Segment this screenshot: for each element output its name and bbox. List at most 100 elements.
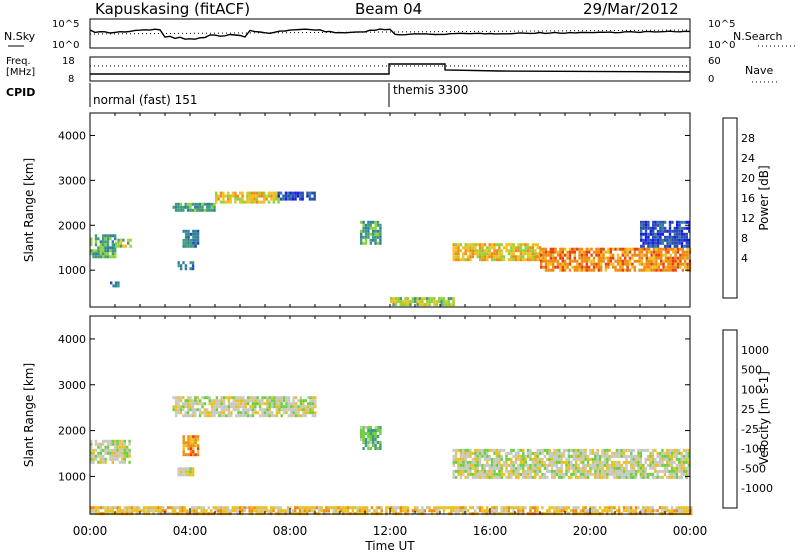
- data-cell: [177, 408, 180, 412]
- data-cell: [612, 247, 615, 251]
- data-cell: [292, 411, 295, 415]
- data-cell: [486, 252, 489, 256]
- data-cell: [543, 475, 547, 479]
- data-cell: [309, 402, 312, 406]
- data-cell: [97, 454, 100, 458]
- data-cell: [106, 442, 110, 446]
- data-cell: [572, 454, 575, 458]
- data-cell: [486, 463, 489, 467]
- data-cell: [678, 466, 681, 470]
- data-cell: [678, 223, 681, 227]
- data-cell: [671, 238, 674, 242]
- data-cell: [597, 259, 600, 263]
- data-cell: [652, 220, 655, 224]
- data-cell: [645, 256, 648, 260]
- data-cell: [656, 244, 660, 248]
- data-cell: [603, 457, 607, 461]
- data-cell: [550, 466, 554, 470]
- data-cell: [622, 448, 626, 452]
- data-cell: [97, 445, 100, 449]
- data-cell: [606, 506, 609, 510]
- data-cell: [552, 259, 555, 263]
- data-cell: [127, 241, 130, 245]
- data-cell: [606, 460, 609, 464]
- data-cell: [282, 408, 286, 412]
- data-cell: [495, 457, 499, 461]
- data-cell: [638, 256, 641, 260]
- data-cell: [495, 243, 499, 247]
- data-cell: [268, 405, 271, 409]
- data-cell: [442, 506, 446, 510]
- data-cell: [642, 241, 645, 245]
- data-cell: [493, 472, 496, 476]
- data-cell: [217, 509, 220, 513]
- data-cell: [490, 448, 494, 452]
- data-cell: [542, 253, 545, 257]
- data-cell: [196, 402, 199, 406]
- data-cell: [248, 200, 251, 204]
- data-cell: [510, 469, 513, 473]
- data-cell: [291, 197, 295, 201]
- data-cell: [580, 268, 584, 272]
- data-cell: [654, 463, 657, 467]
- data-cell: [529, 246, 532, 250]
- data-cell: [367, 223, 370, 227]
- data-cell: [268, 414, 271, 418]
- data-cell: [651, 463, 655, 467]
- data-cell: [654, 448, 657, 452]
- data-cell: [313, 197, 316, 201]
- data-cell: [607, 265, 610, 269]
- data-cell: [109, 454, 112, 458]
- data-cell: [671, 241, 674, 245]
- data-cell: [452, 255, 455, 259]
- data-cell: [438, 300, 441, 304]
- data-cell: [622, 469, 626, 473]
- data-cell: [272, 194, 275, 198]
- data-cell: [362, 226, 365, 230]
- data-cell: [265, 197, 268, 201]
- data-cell: [652, 232, 655, 236]
- data-cell: [187, 441, 190, 445]
- data-cell: [379, 238, 382, 242]
- data-cell: [270, 197, 273, 201]
- data-cell: [670, 457, 674, 461]
- data-cell: [685, 232, 688, 236]
- data-cell: [586, 469, 590, 473]
- data-cell: [99, 240, 102, 244]
- data-cell: [522, 506, 525, 510]
- data-cell: [561, 268, 564, 272]
- data-cell: [602, 250, 605, 254]
- data-cell: [495, 249, 499, 253]
- data-cell: [584, 451, 587, 455]
- data-cell: [457, 509, 460, 513]
- data-cell: [121, 454, 124, 458]
- data-cell: [104, 234, 107, 238]
- data-cell: [632, 466, 635, 470]
- data-cell: [459, 509, 462, 513]
- data-cell: [177, 467, 180, 471]
- data-cell: [183, 509, 186, 513]
- data-cell: [462, 246, 465, 250]
- data-cell: [194, 238, 197, 242]
- y-tick-label: 3000: [58, 174, 86, 187]
- data-cell: [644, 466, 647, 470]
- data-cell: [254, 411, 257, 415]
- data-cell: [459, 454, 463, 458]
- data-cell: [285, 405, 288, 409]
- data-cell: [531, 255, 535, 259]
- data-cell: [182, 447, 185, 451]
- data-cell: [372, 229, 375, 233]
- data-cell: [106, 243, 110, 247]
- data-cell: [512, 463, 515, 467]
- data-cell: [308, 191, 312, 195]
- data-cell: [462, 252, 465, 256]
- data-cell: [596, 466, 599, 470]
- data-cell: [379, 232, 382, 236]
- data-cell: [152, 509, 155, 513]
- data-cell: [668, 241, 672, 245]
- data-cell: [206, 202, 209, 206]
- data-cell: [145, 506, 148, 510]
- data-cell: [325, 509, 328, 513]
- data-cell: [642, 226, 645, 230]
- data-cell: [232, 405, 235, 409]
